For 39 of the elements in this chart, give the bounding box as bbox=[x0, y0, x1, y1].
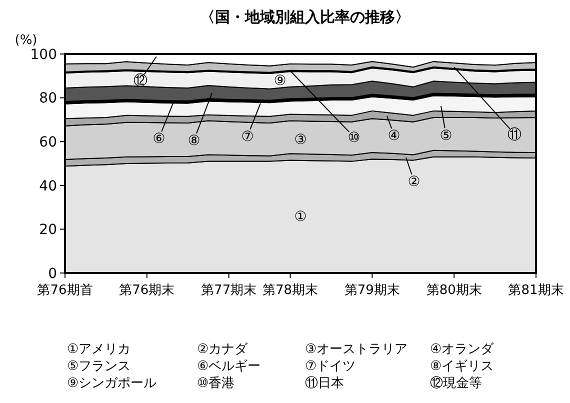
annotation: ⑤ bbox=[440, 128, 452, 144]
annotation: ⑧ bbox=[188, 132, 200, 149]
y-axis-title: (%) bbox=[14, 33, 38, 48]
x-tick-label: 第79期末 bbox=[344, 283, 400, 298]
text: ⑥ベルギー bbox=[197, 359, 261, 374]
annotation: ③ bbox=[294, 132, 307, 148]
text: ⑫現金等 bbox=[430, 376, 482, 391]
y-tick-label: 100 bbox=[30, 46, 57, 63]
x-tick-label: 第80期末 bbox=[426, 283, 482, 298]
y-tick-label: 60 bbox=[39, 134, 57, 150]
text: ②カナダ bbox=[197, 342, 249, 357]
x-tick-label: 第76期末 bbox=[119, 283, 175, 298]
chart-title: 〈国・地域別組入比率の推移〉 bbox=[200, 8, 410, 26]
text: ⑩香港 bbox=[197, 376, 235, 391]
annotation: ⑦ bbox=[241, 128, 254, 145]
text: ④オランダ bbox=[430, 342, 495, 357]
annotation: ② bbox=[408, 174, 420, 190]
text: ⑨シンガポール bbox=[67, 376, 157, 391]
x-tick-label: 第81期末 bbox=[508, 283, 564, 298]
x-tick-label: 第78期末 bbox=[262, 283, 318, 298]
annotation: ① bbox=[294, 208, 307, 225]
text: ①アメリカ bbox=[67, 342, 131, 357]
text: ③オーストラリア bbox=[305, 342, 408, 357]
x-tick-label: 第77期末 bbox=[201, 283, 257, 298]
annotation: ⑨ bbox=[274, 72, 286, 89]
text: ⑦ドイツ bbox=[305, 359, 356, 374]
text: ⑧イギリス bbox=[430, 359, 494, 374]
annotation: ⑪ bbox=[508, 126, 522, 143]
annotation: ④ bbox=[388, 128, 400, 144]
y-tick-label: 0 bbox=[48, 266, 57, 282]
y-tick-label: 40 bbox=[39, 178, 57, 194]
text: ⑪日本 bbox=[305, 376, 344, 391]
x-tick-label: 第76期首 bbox=[37, 283, 93, 298]
annotation: ⑥ bbox=[152, 130, 166, 147]
annotation: ⑩ bbox=[348, 130, 360, 146]
annotation: ⑫ bbox=[133, 72, 148, 89]
y-tick-label: 80 bbox=[39, 90, 57, 107]
text: ⑤フランス bbox=[67, 359, 131, 374]
y-tick-label: 20 bbox=[39, 222, 57, 238]
